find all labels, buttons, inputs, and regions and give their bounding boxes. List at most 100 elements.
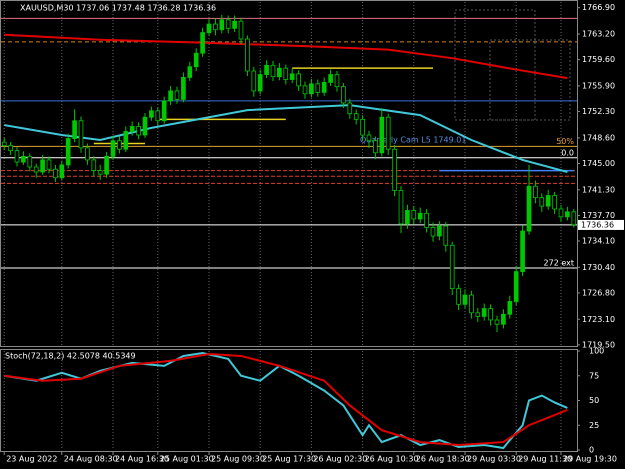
candle-body <box>136 126 141 136</box>
candle-body <box>53 168 58 179</box>
candle-body <box>219 19 225 31</box>
candle-body <box>8 145 13 152</box>
candle-body <box>373 140 378 154</box>
candle-body <box>123 131 129 150</box>
candle-body <box>424 212 429 228</box>
chart-title: XAUUSD,M30 1737.06 1737.48 1736.28 1736.… <box>20 4 216 13</box>
candle-body <box>174 90 180 100</box>
moving-average <box>4 104 568 173</box>
candle-body <box>341 86 346 104</box>
candle-body <box>475 312 481 317</box>
x-tick-label: 29 Aug 03:30 <box>467 455 521 464</box>
candle-body <box>501 313 506 325</box>
candle-body <box>430 227 436 237</box>
candle-body <box>85 147 90 161</box>
candle-body <box>385 116 391 150</box>
main-frame <box>0 0 578 347</box>
y-tick-label: 1726.80 <box>582 288 615 297</box>
candle-body <box>513 271 519 302</box>
x-tick-label: 23 Aug 2022 <box>6 455 57 464</box>
candle-body <box>200 32 205 54</box>
candle-body <box>405 210 410 225</box>
stoch-tick-label: 75 <box>589 371 599 380</box>
candle-body <box>213 23 218 31</box>
candle-body <box>347 102 353 115</box>
y-tick-label: 1766.90 <box>582 3 615 12</box>
candle-body <box>104 155 109 175</box>
y-tick-label: 1748.60 <box>582 133 615 142</box>
candle-body <box>46 159 52 170</box>
candle-body <box>360 118 365 136</box>
candle-body <box>449 244 455 290</box>
x-tick-label: 24 Aug 08:30 <box>64 455 118 464</box>
candle-body <box>59 164 65 179</box>
stoch-tick-label: 0 <box>589 446 594 455</box>
level-label: 50% <box>556 137 574 146</box>
candle-body <box>462 294 468 305</box>
candle-body <box>315 83 321 93</box>
y-tick-label: 1741.30 <box>582 185 615 194</box>
candle-body <box>379 116 385 154</box>
candle-body <box>168 90 173 102</box>
x-tick-label: 29 Aug 11:30 <box>518 455 572 464</box>
candle-body <box>507 301 513 315</box>
candle-body <box>33 166 39 173</box>
candle-body <box>232 20 237 29</box>
candle-body <box>398 190 404 225</box>
candle-body <box>488 308 493 321</box>
candle-body <box>558 208 564 218</box>
candle-body <box>366 134 372 142</box>
candle-body <box>353 113 359 120</box>
y-tick-label: 1755.90 <box>582 81 615 90</box>
y-tick-label: 1759.60 <box>582 55 615 64</box>
candle-body <box>334 74 340 88</box>
candle-body <box>14 150 20 163</box>
y-tick-label: 1719.50 <box>582 340 615 349</box>
x-tick-label: 29 Aug 19:30 <box>563 455 617 464</box>
level-label: 272 ext <box>544 259 574 268</box>
moving-average <box>4 33 568 80</box>
x-tick-label: 26 Aug 18:30 <box>416 455 470 464</box>
candle-body <box>91 159 97 171</box>
candle-body <box>494 319 500 325</box>
y-tick-label: 1752.30 <box>582 107 615 116</box>
candle-body <box>142 116 148 136</box>
candle-body <box>161 100 167 122</box>
candle-body <box>456 288 461 305</box>
candle-body <box>411 210 417 220</box>
stoch-frame <box>0 349 578 452</box>
candle-body <box>392 148 397 191</box>
annotation: Quarterly Cam L5 1749.01 <box>360 136 466 145</box>
x-tick-label: 26 Aug 10:30 <box>365 455 419 464</box>
candle-body <box>155 110 161 122</box>
candle-body <box>289 73 295 80</box>
candle-body <box>545 195 551 207</box>
candle-body <box>97 170 103 175</box>
candle-body <box>238 20 244 40</box>
candle-body <box>283 67 289 80</box>
candle-body <box>302 85 308 95</box>
zone-box <box>454 9 536 121</box>
candle-body <box>110 140 116 157</box>
candle-body <box>264 64 269 75</box>
stoch-tick-label: 50 <box>589 396 599 405</box>
candle-body <box>251 70 257 92</box>
stoch-line <box>4 352 568 447</box>
candle-body <box>187 66 193 78</box>
price-tag <box>578 219 624 230</box>
x-tick-label: 25 Aug 09:30 <box>211 455 265 464</box>
y-tick-label: 1723.10 <box>582 315 615 324</box>
candle-body <box>72 120 77 139</box>
candle-body <box>117 140 122 150</box>
candle-body <box>533 185 538 199</box>
candle-body <box>565 211 570 218</box>
candle-body <box>78 120 84 149</box>
candle-body <box>321 81 327 93</box>
candle-body <box>571 211 577 226</box>
x-tick-label: 26 Aug 02:30 <box>313 455 367 464</box>
candle-body <box>296 73 301 87</box>
candle-body <box>520 230 525 272</box>
